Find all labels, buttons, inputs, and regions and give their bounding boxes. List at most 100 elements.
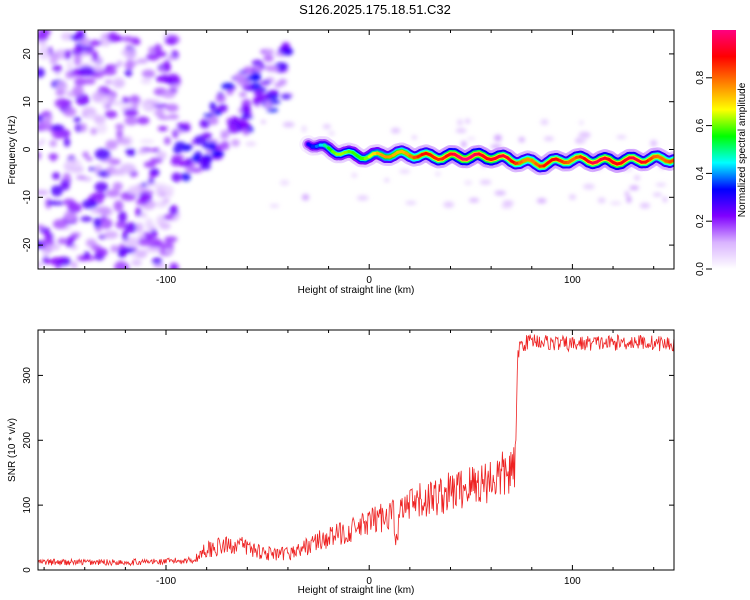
spectrogram-blob	[242, 66, 255, 75]
spectrogram-blob	[49, 257, 65, 266]
spectrogram-blob	[159, 185, 174, 195]
colorbar: 0.0 0.2 0.4 0.6 0.8 Normalized spectral ampl…	[695, 30, 748, 276]
spectrogram-blob	[518, 136, 525, 143]
spectrogram-blob	[260, 80, 272, 86]
spectrogram-blob	[163, 59, 171, 72]
spectrogram-blob	[70, 232, 82, 237]
spectrogram-blob	[626, 196, 632, 203]
spectrogram-blob	[38, 33, 49, 41]
spectrogram-blob	[38, 261, 44, 269]
colorbar-tick-label: 0.2	[695, 214, 706, 228]
spectrogram-blob	[100, 216, 107, 221]
spectrogram-blob	[536, 198, 547, 204]
spectrogram-blob	[384, 178, 390, 182]
spectrogram-blob	[82, 151, 89, 159]
figure-title: S126.2025.175.18.51.C32	[299, 2, 451, 17]
spectrogram-blob	[80, 256, 96, 261]
spectrogram-blob	[112, 182, 123, 191]
spectrogram-blob	[405, 201, 417, 205]
spectrogram-blob	[501, 204, 513, 209]
spectrogram-blob	[322, 124, 332, 130]
snr-y-tick-label: 200	[22, 431, 33, 448]
spectrogram-y-tick-label: 10	[22, 96, 33, 108]
spectrogram-blobs	[38, 30, 671, 269]
spectrogram-blob	[157, 67, 166, 73]
spectrogram-blob	[468, 197, 480, 203]
spectrogram-blob	[652, 192, 662, 197]
spectrogram-blob	[49, 54, 58, 66]
spectrogram-blob	[411, 135, 417, 140]
colorbar-tick-label: 0.8	[695, 70, 706, 84]
spectrogram-blob	[38, 142, 44, 147]
spectrogram-blob	[155, 75, 169, 83]
spectrogram-blob	[153, 103, 169, 108]
spectrogram-blob	[118, 211, 127, 223]
spectrogram-blob	[124, 222, 138, 234]
spectrogram-blob	[76, 175, 87, 180]
snr-series	[38, 333, 674, 567]
spectrogram-blob	[38, 114, 44, 123]
spectrogram-blob	[220, 140, 230, 151]
spectrogram-blob	[161, 90, 176, 99]
spectrogram-blob	[148, 177, 155, 184]
spectrogram-blob	[629, 185, 639, 191]
spectrogram-blob	[399, 169, 411, 174]
snr-ticks: -100 0 100 0 100 200 300	[22, 330, 674, 587]
snr-x-label: Height of straight line (km)	[298, 585, 415, 596]
spectrogram-blob	[137, 234, 146, 239]
snr-y-tick-label: 300	[22, 367, 33, 384]
spectrogram-blob	[62, 172, 71, 181]
spectrogram-blob	[164, 39, 177, 45]
spectrogram-blob	[124, 48, 137, 61]
spectrogram-blob	[140, 77, 152, 85]
spectrogram-blob	[72, 85, 84, 97]
spectrogram-blob	[199, 118, 211, 129]
spectrogram-blob	[41, 238, 55, 246]
spectrogram-blob	[236, 77, 250, 87]
spectrogram-blob	[117, 248, 127, 259]
spectrogram-blob	[50, 185, 63, 197]
spectrogram-blob	[624, 190, 630, 197]
spectrogram-blob	[124, 60, 135, 70]
spectrogram-blob	[70, 261, 78, 269]
spectrogram-blob	[95, 247, 108, 257]
spectrogram-blob	[63, 137, 71, 148]
spectrogram-blob	[456, 118, 464, 126]
spectrogram-blob	[50, 201, 64, 206]
spectrogram-blob	[260, 120, 266, 124]
spectrogram-blob	[540, 119, 549, 126]
snr-y-tick-label: 100	[22, 496, 33, 513]
spectrogram-blob	[493, 134, 502, 142]
spectrogram-blob	[245, 141, 257, 147]
spectrogram-blob	[465, 118, 471, 124]
spectrogram-blob	[356, 195, 369, 201]
spectrogram-blob	[200, 156, 210, 166]
spectrogram-blob	[301, 125, 307, 133]
spectrogram-blob	[54, 98, 70, 109]
spectrogram-blob	[83, 77, 96, 85]
spectrogram-ridge-segment	[668, 158, 674, 164]
spectrogram-blob	[73, 116, 82, 123]
spectrogram-blob	[301, 194, 310, 201]
spectrogram-blob	[209, 102, 217, 110]
spectrogram-blob	[146, 53, 160, 61]
spectrogram-blob	[67, 202, 82, 214]
spectrogram-blob	[135, 249, 148, 259]
spectrogram-blob	[113, 35, 124, 42]
spectrogram-x-tick-label: 0	[366, 275, 372, 286]
spectrogram-blob	[39, 138, 46, 144]
spectrogram-blob	[75, 30, 86, 40]
spectrogram-blob	[151, 147, 160, 153]
spectrogram-blob	[52, 218, 68, 230]
spectrogram-blob	[466, 136, 476, 141]
spectrogram-blob	[78, 66, 95, 77]
spectrogram-blob	[650, 139, 658, 147]
spectrogram-blob	[502, 200, 514, 206]
snr-x-tick-label: 0	[366, 576, 372, 587]
spectrogram-blob	[156, 186, 163, 198]
spectrogram-blob	[50, 124, 65, 131]
spectrogram-blob	[226, 89, 234, 96]
spectrogram-blob	[56, 80, 68, 93]
